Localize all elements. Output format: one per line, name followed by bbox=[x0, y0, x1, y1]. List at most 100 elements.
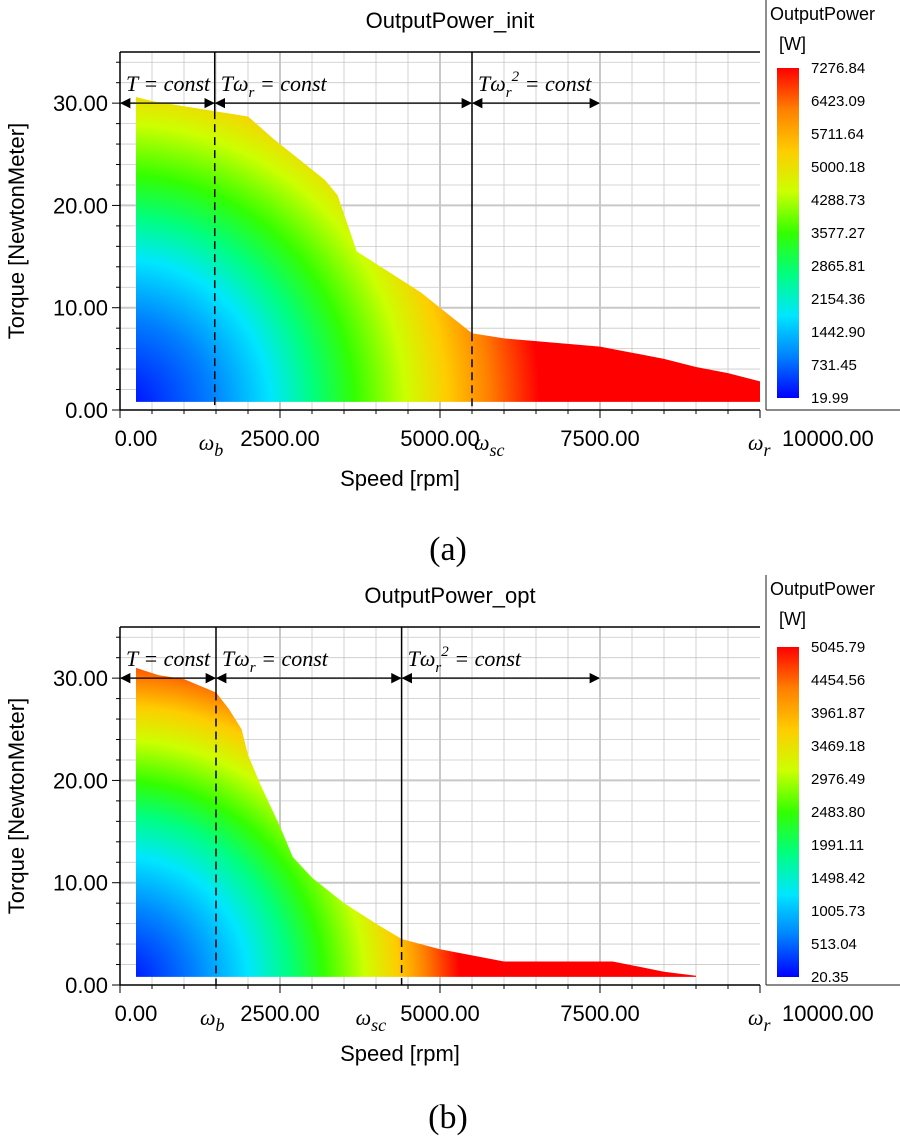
region-tail: = const bbox=[256, 646, 329, 671]
x-tick-label: 5000.00 bbox=[400, 1001, 480, 1026]
marker-label: ωb bbox=[200, 1005, 225, 1035]
colorbar-unit: [W] bbox=[779, 34, 806, 54]
power-region bbox=[136, 667, 696, 977]
panel-label: (b) bbox=[428, 1099, 468, 1136]
colorbar-tick-label: 5000.18 bbox=[811, 159, 865, 176]
x-tick-label: 10000.00 bbox=[782, 426, 874, 451]
chart-title: OutputPower_init bbox=[366, 8, 535, 33]
colorbar: OutputPower [W] 5045.79 4454.56 3961.87 3469.… bbox=[765, 575, 900, 986]
colorbar-tick-label: 20.35 bbox=[811, 969, 849, 986]
y-tick-label: 30.00 bbox=[53, 91, 108, 116]
chart-title: OutputPower_opt bbox=[364, 583, 535, 608]
region-sub: r bbox=[250, 660, 256, 676]
marker-label: ωsc bbox=[356, 1005, 387, 1035]
region-label: T = const bbox=[126, 646, 211, 671]
x-tick-label: 7500.00 bbox=[560, 426, 640, 451]
colorbar-tick-label: 3961.87 bbox=[811, 705, 865, 722]
marker-symbol: ω bbox=[200, 1005, 216, 1030]
y-tick-label: 20.00 bbox=[53, 193, 108, 218]
region-sub: r bbox=[249, 85, 255, 101]
power-region bbox=[136, 97, 760, 402]
colorbar-gradient bbox=[777, 647, 799, 977]
y-tick-label: 10.00 bbox=[53, 871, 108, 896]
colorbar-tick-label: 4454.56 bbox=[811, 672, 865, 689]
y-tick-label: 0.00 bbox=[65, 973, 108, 998]
colorbar-tick-label: 5045.79 bbox=[811, 639, 865, 656]
colorbar-tick-label: 6423.09 bbox=[811, 93, 865, 110]
colorbar-tick-label: 4288.73 bbox=[811, 192, 865, 209]
colorbar-unit: [W] bbox=[779, 609, 806, 629]
colorbar-tick-label: 7276.84 bbox=[811, 60, 865, 77]
region-tail: = const bbox=[519, 71, 592, 96]
region-text: Tω bbox=[221, 71, 249, 96]
colorbar-tick-label: 2976.49 bbox=[811, 771, 865, 788]
marker-subscript: r bbox=[764, 440, 772, 460]
marker-label: ωr bbox=[748, 430, 772, 460]
colorbar-title: OutputPower bbox=[770, 4, 875, 24]
region-label: Tωr = const bbox=[221, 71, 328, 101]
marker-label: ωsc bbox=[474, 430, 505, 460]
x-tick-label: 0.00 bbox=[115, 1001, 158, 1026]
x-tick-label: 0.00 bbox=[115, 426, 158, 451]
y-tick-label: 30.00 bbox=[53, 666, 108, 691]
panel-label: (a) bbox=[429, 531, 467, 568]
y-tick-label: 0.00 bbox=[65, 398, 108, 423]
x-axis-label: Speed [rpm] bbox=[340, 1041, 460, 1066]
colorbar-tick-label: 731.45 bbox=[811, 357, 857, 374]
region-label: Tωr2 = const bbox=[408, 644, 522, 676]
marker-symbol: ω bbox=[199, 430, 215, 455]
colorbar-tick-label: 1442.90 bbox=[811, 324, 865, 341]
chart-panel-a: OutputPower_init 0.00 10.00 20.00 30.00 0.00 2… bbox=[4, 0, 900, 568]
colorbar-tick-label: 2154.36 bbox=[811, 291, 865, 308]
x-tick-label: 10000.00 bbox=[782, 1001, 874, 1026]
marker-label: ωb bbox=[199, 430, 224, 460]
y-axis-label: Torque [NewtonMeter] bbox=[4, 123, 29, 339]
colorbar-tick-label: 1498.42 bbox=[811, 870, 865, 887]
region-tail: = const bbox=[449, 646, 522, 671]
region-text: Tω bbox=[222, 646, 250, 671]
region-sup: 2 bbox=[512, 69, 520, 85]
region-text: T = const bbox=[126, 71, 211, 96]
marker-subscript: sc bbox=[371, 1015, 386, 1035]
marker-symbol: ω bbox=[748, 430, 764, 455]
x-tick-label: 2500.00 bbox=[240, 426, 320, 451]
x-tick-label: 7500.00 bbox=[560, 1001, 640, 1026]
marker-subscript: r bbox=[764, 1015, 772, 1035]
x-tick-label: 5000.00 bbox=[400, 426, 480, 451]
colorbar-tick-label: 513.04 bbox=[811, 936, 857, 953]
y-tick-label: 10.00 bbox=[53, 296, 108, 321]
colorbar-tick-label: 3577.27 bbox=[811, 225, 865, 242]
colorbar-title: OutputPower bbox=[770, 579, 875, 599]
marker-subscript: b bbox=[214, 440, 223, 460]
marker-label: ωr bbox=[748, 1005, 772, 1035]
y-axis-label: Torque [NewtonMeter] bbox=[4, 698, 29, 914]
colorbar-tick-label: 5711.64 bbox=[811, 126, 864, 143]
region-text: Tω bbox=[478, 71, 506, 96]
colorbar-tick-label: 1991.11 bbox=[811, 837, 864, 854]
region-text: T = const bbox=[126, 646, 211, 671]
region-label: Tωr2 = const bbox=[478, 69, 592, 101]
colorbar-gradient bbox=[777, 68, 799, 398]
colorbar-tick-label: 19.99 bbox=[811, 390, 849, 407]
region-text: Tω bbox=[408, 646, 436, 671]
region-sup: 2 bbox=[441, 644, 449, 660]
colorbar-tick-label: 1005.73 bbox=[811, 903, 865, 920]
marker-symbol: ω bbox=[356, 1005, 372, 1030]
x-axis-label: Speed [rpm] bbox=[340, 466, 460, 491]
colorbar-tick-label: 3469.18 bbox=[811, 738, 865, 755]
x-tick-label: 2500.00 bbox=[240, 1001, 320, 1026]
marker-subscript: b bbox=[216, 1015, 225, 1035]
colorbar: OutputPower [W] 7276.84 6423.09 5711.64 5000.… bbox=[765, 0, 900, 411]
marker-symbol: ω bbox=[748, 1005, 764, 1030]
colorbar-tick-label: 2483.80 bbox=[811, 804, 865, 821]
region-label: T = const bbox=[126, 71, 211, 96]
region-tail: = const bbox=[254, 71, 327, 96]
region-sub: r bbox=[506, 85, 512, 101]
region-sub: r bbox=[435, 660, 441, 676]
colorbar-tick-label: 2865.81 bbox=[811, 258, 865, 275]
y-tick-label: 20.00 bbox=[53, 768, 108, 793]
marker-symbol: ω bbox=[474, 430, 490, 455]
region-label: Tωr = const bbox=[222, 646, 329, 676]
